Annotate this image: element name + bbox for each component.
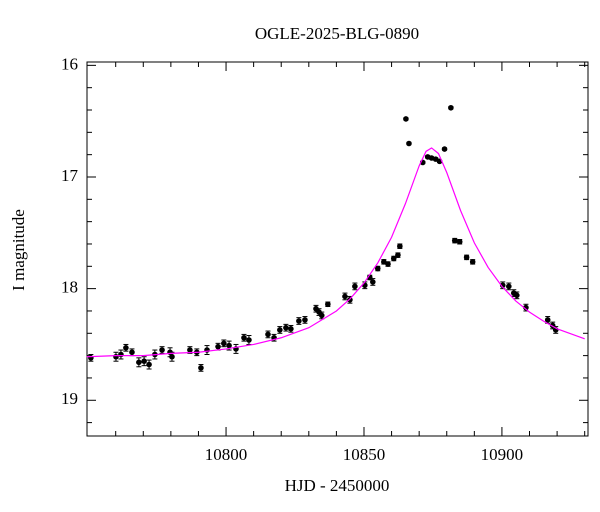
data-point — [370, 279, 376, 285]
data-point — [362, 282, 368, 289]
data-point — [141, 358, 147, 365]
data-point — [352, 283, 358, 290]
data-point — [296, 318, 302, 324]
x-tick-label: 10850 — [343, 445, 386, 464]
data-point — [136, 359, 142, 366]
data-point — [385, 261, 391, 267]
data-point — [448, 104, 454, 111]
data-point — [226, 342, 232, 349]
data-point — [506, 283, 512, 290]
x-axis-label: HJD - 2450000 — [285, 476, 390, 495]
data-point — [397, 243, 403, 250]
data-point — [325, 301, 331, 308]
data-point — [342, 293, 348, 300]
model-curve — [86, 147, 585, 358]
data-point — [187, 347, 193, 353]
data-point — [283, 324, 289, 331]
x-tick-label: 10800 — [205, 445, 248, 464]
data-point — [123, 345, 129, 351]
data-point — [544, 317, 551, 323]
data-point — [374, 265, 381, 272]
y-tick-label: 19 — [61, 389, 78, 408]
data-point — [395, 252, 401, 258]
data-point — [113, 353, 119, 360]
data-point — [451, 237, 458, 244]
y-tick-label: 17 — [61, 166, 79, 185]
data-point — [215, 343, 221, 350]
data-point — [265, 331, 271, 338]
data-point — [169, 353, 175, 360]
data-point — [146, 361, 152, 368]
data-point — [406, 140, 412, 147]
data-point — [499, 282, 506, 289]
data-point — [514, 292, 520, 299]
data-point — [118, 351, 124, 358]
data-point — [441, 146, 448, 152]
x-tick-label: 10900 — [481, 445, 524, 464]
data-point — [390, 255, 397, 262]
data-point — [523, 304, 529, 311]
data-point — [159, 347, 165, 353]
plot-frame — [86, 61, 589, 437]
data-point — [469, 259, 476, 265]
data-point — [221, 340, 227, 347]
data-point — [347, 296, 353, 303]
chart-title: OGLE-2025-BLG-0890 — [255, 24, 419, 43]
data-point — [463, 254, 470, 261]
data-point — [456, 238, 463, 245]
y-axis-label: I magnitude — [9, 209, 28, 291]
y-tick-label: 16 — [61, 54, 78, 73]
data-point — [318, 312, 325, 319]
data-point — [403, 116, 409, 122]
data-point — [288, 326, 294, 332]
data-point — [277, 327, 283, 333]
data-point — [381, 259, 387, 265]
data-point — [88, 355, 94, 361]
data-point — [241, 334, 247, 341]
y-tick-label: 18 — [61, 278, 78, 297]
data-point — [129, 349, 135, 356]
data-point — [198, 365, 204, 371]
data-point — [246, 337, 252, 343]
data-point — [302, 317, 308, 323]
